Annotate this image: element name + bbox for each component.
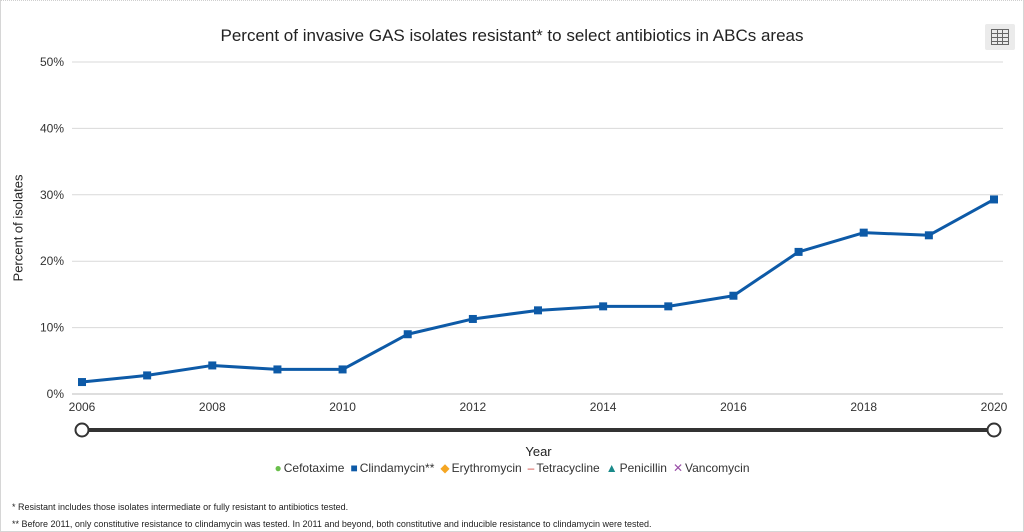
series-line: [81, 198, 995, 384]
chart-title: Percent of invasive GAS isolates resista…: [220, 26, 804, 45]
chart-legend: ● Cefotaxime ■ Clindamycin** ◆ Erythromycin – T…: [0, 461, 1024, 475]
data-point[interactable]: [990, 195, 998, 204]
footnote-clindamycin: ** Before 2011, only constitutive resist…: [12, 519, 652, 529]
data-point[interactable]: [794, 247, 803, 256]
legend-label: Clindamycin**: [359, 461, 435, 475]
x-tick-label: 2016: [720, 400, 747, 414]
legend-marker-icon: ✕: [672, 461, 684, 475]
x-tick-label: 2014: [590, 400, 617, 414]
legend-item[interactable]: ✕ Vancomycin: [673, 461, 750, 475]
y-tick-label: 40%: [40, 121, 64, 135]
table-view-button[interactable]: [985, 24, 1015, 50]
legend-label: Erythromycin: [451, 461, 522, 475]
data-point[interactable]: [208, 361, 217, 370]
data-point[interactable]: [729, 291, 738, 300]
legend-marker-icon: ■: [350, 461, 358, 475]
x-tick-label: 2008: [199, 400, 226, 414]
range-slider-right-handle[interactable]: [986, 422, 1002, 438]
y-tick-label: 50%: [40, 55, 64, 69]
range-slider-left-handle[interactable]: [74, 422, 90, 438]
x-tick-label: 2012: [460, 400, 487, 414]
y-tick-label: 20%: [40, 254, 64, 268]
legend-item[interactable]: ◆ Erythromycin: [440, 461, 521, 475]
data-point[interactable]: [859, 228, 868, 237]
data-point[interactable]: [78, 378, 86, 387]
table-grid-icon: [991, 29, 1009, 45]
legend-item[interactable]: – Tetracycline: [528, 461, 600, 475]
data-point[interactable]: [403, 330, 412, 339]
data-point[interactable]: [468, 314, 477, 323]
data-point[interactable]: [273, 365, 282, 374]
legend-label: Tetracycline: [536, 461, 600, 475]
legend-marker-icon: –: [527, 461, 535, 475]
data-point[interactable]: [338, 365, 347, 374]
y-tick-label: 10%: [40, 321, 64, 335]
y-tick-label: 30%: [40, 188, 64, 202]
x-tick-label: 2006: [69, 400, 96, 414]
line-chart: 0% 10% 20% 30% 40% 50% 2006 2008 2010 2012 2014 201…: [40, 55, 1008, 438]
x-tick-label: 2010: [329, 400, 356, 414]
data-point[interactable]: [664, 302, 673, 311]
legend-marker-icon: ◆: [440, 461, 450, 475]
footnote-resistant: * Resistant includes those isolates inte…: [12, 502, 349, 512]
legend-label: Vancomycin: [685, 461, 750, 475]
legend-item[interactable]: ■ Clindamycin**: [350, 461, 434, 475]
legend-marker-icon: ▲: [605, 461, 618, 475]
data-point[interactable]: [534, 306, 542, 315]
data-point[interactable]: [143, 371, 152, 380]
legend-label: Cefotaxime: [283, 461, 345, 475]
data-point[interactable]: [924, 231, 933, 240]
legend-label: Penicillin: [619, 461, 667, 475]
data-point[interactable]: [599, 302, 608, 311]
x-tick-label: 2018: [850, 400, 877, 414]
legend-item[interactable]: ▲ Penicillin: [606, 461, 667, 475]
legend-marker-icon: ●: [274, 461, 282, 475]
x-axis-title: Year: [525, 444, 552, 459]
y-tick-label: 0%: [47, 387, 65, 401]
legend-item[interactable]: ● Cefotaxime: [275, 461, 345, 475]
x-tick-label: 2020: [981, 400, 1008, 414]
